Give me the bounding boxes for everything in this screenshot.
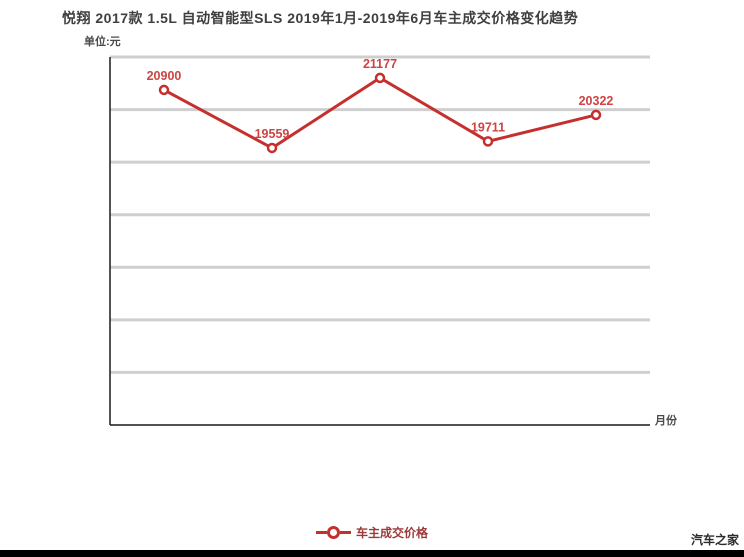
data-point <box>374 72 386 84</box>
x-axis-label: 月份 <box>655 415 677 427</box>
price-line <box>163 76 597 150</box>
chart-title: 悦翔 2017款 1.5L 自动智能型SLS 2019年1月-2019年6月车主… <box>62 10 579 26</box>
data-point <box>158 84 170 96</box>
data-point <box>266 142 278 154</box>
legend-line-dot-icon <box>315 526 351 539</box>
autohome-watermark: 汽车之家 <box>690 533 739 547</box>
legend-label: 车主成交价格 <box>355 526 428 540</box>
data-point <box>590 109 602 121</box>
data-point <box>482 136 494 147</box>
chart-legend: 车主成交价格 <box>0 524 744 541</box>
y-axis-unit-label: 单位:元 <box>84 36 121 48</box>
data-point-label: 19711 <box>471 120 505 134</box>
footer-bar <box>0 550 744 557</box>
data-point-label: 21177 <box>363 57 397 71</box>
data-point-label: 20900 <box>147 69 182 83</box>
data-point-label: 19559 <box>255 127 290 141</box>
legend-dot-icon <box>326 526 340 539</box>
legend-line-right <box>339 531 351 534</box>
legend-line-left <box>315 531 327 534</box>
data-point-label: 20322 <box>579 94 614 108</box>
